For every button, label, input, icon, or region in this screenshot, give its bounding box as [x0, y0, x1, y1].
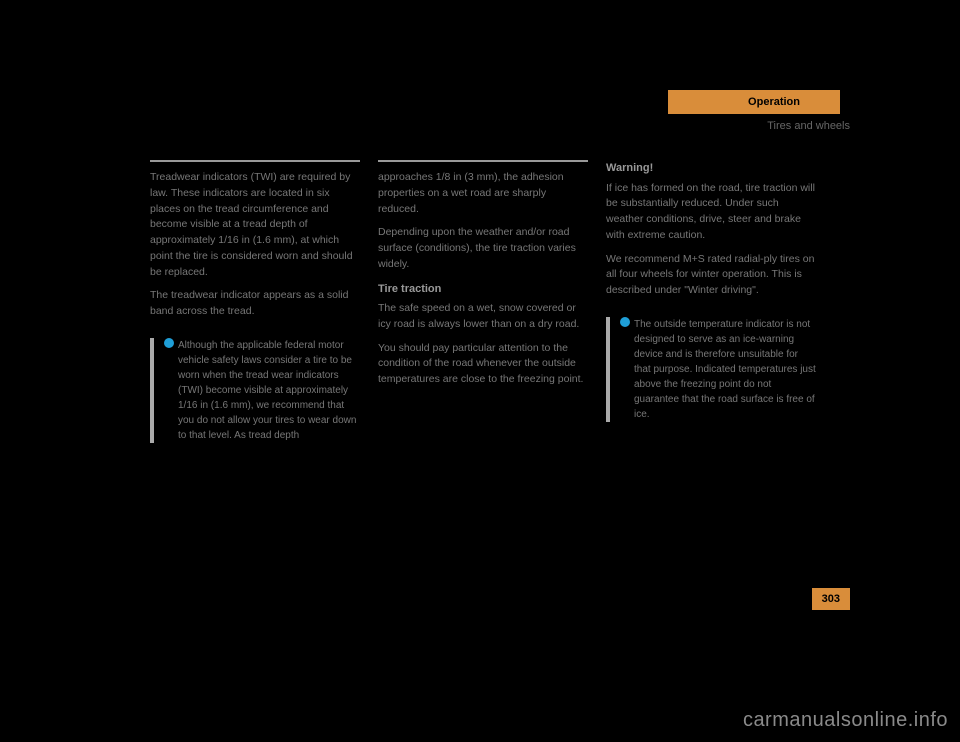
column-1: Treadwear indicators (TWI) are required …	[150, 160, 360, 443]
watermark: carmanualsonline.info	[743, 709, 948, 732]
info-bullet-icon	[164, 338, 174, 348]
body-text: You should pay particular attention to t…	[378, 341, 588, 388]
body-text: The treadwear indicator appears as a sol…	[150, 288, 360, 320]
column-rule	[150, 160, 360, 162]
info-bullet-icon	[620, 317, 630, 327]
body-text: Depending upon the weather and/or road s…	[378, 225, 588, 272]
body-text: approaches 1/8 in (3 mm), the adhesion p…	[378, 170, 588, 217]
body-text: We recommend M+S rated radial-ply tires …	[606, 252, 816, 299]
columns-container: Treadwear indicators (TWI) are required …	[150, 160, 816, 443]
section-title: Tires and wheels	[767, 120, 850, 132]
header-tab: Operation	[668, 90, 840, 114]
info-box: The outside temperature indicator is not…	[606, 317, 816, 422]
section-heading: Tire traction	[378, 281, 588, 298]
column-3: Warning! If ice has formed on the road, …	[606, 160, 816, 443]
column-2: approaches 1/8 in (3 mm), the adhesion p…	[378, 160, 588, 443]
info-box: Although the applicable federal motor ve…	[150, 338, 360, 443]
manual-page: Operation Tires and wheels Treadwear ind…	[120, 70, 840, 630]
body-text: The safe speed on a wet, snow covered or…	[378, 301, 588, 333]
column-rule	[378, 160, 588, 162]
page-number: 303	[812, 588, 850, 610]
body-text: Treadwear indicators (TWI) are required …	[150, 170, 360, 280]
info-text: The outside temperature indicator is not…	[628, 317, 816, 422]
info-text: Although the applicable federal motor ve…	[172, 338, 360, 443]
warning-heading: Warning!	[606, 160, 816, 177]
body-text: If ice has formed on the road, tire trac…	[606, 181, 816, 244]
